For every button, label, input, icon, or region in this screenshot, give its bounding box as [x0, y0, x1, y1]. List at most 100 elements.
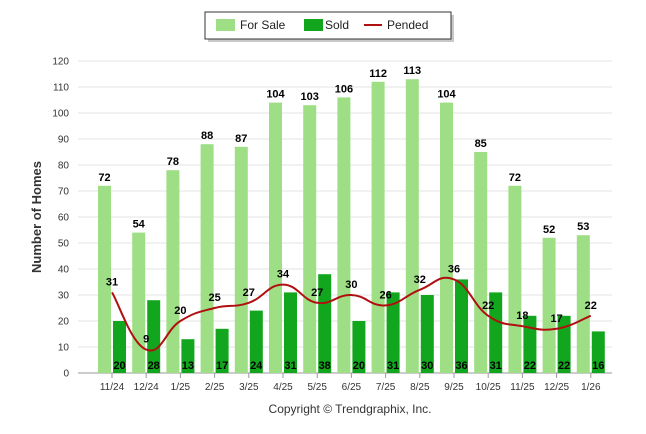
label-pended: 20: [174, 305, 186, 317]
bar-sold: [318, 274, 332, 373]
y-tick-label: 10: [58, 343, 70, 354]
bar-for-sale: [542, 237, 556, 373]
label-for-sale: 72: [98, 172, 110, 184]
y-tick-label: 30: [58, 291, 70, 302]
label-sold: 28: [148, 360, 160, 372]
bar-for-sale: [508, 185, 522, 373]
label-for-sale: 52: [543, 224, 555, 236]
label-pended: 27: [311, 287, 323, 299]
label-pended: 18: [516, 310, 528, 322]
y-tick-label: 80: [58, 161, 70, 172]
y-tick-label: 50: [58, 239, 70, 250]
y-tick-label: 90: [58, 135, 70, 146]
label-pended: 17: [550, 313, 562, 325]
bar-sold: [284, 292, 297, 373]
bar-for-sale: [440, 102, 453, 373]
bar-for-sale: [405, 79, 419, 373]
label-for-sale: 53: [577, 221, 589, 233]
bar-for-sale: [132, 232, 146, 373]
x-tick-label: 6/25: [342, 382, 362, 393]
x-tick-label: 5/25: [307, 382, 327, 393]
bar-for-sale: [98, 185, 111, 373]
x-tick-label: 10/25: [476, 382, 501, 393]
legend: For Sale Sold Pended: [204, 11, 454, 42]
pended-line: [111, 276, 592, 352]
bar-for-sale: [303, 105, 317, 373]
label-sold: 22: [558, 360, 570, 372]
y-axis-ticks: 0 10 20 30 40 50 60 70 80 90 100 110 120: [52, 57, 69, 380]
y-tick-label: 120: [52, 57, 69, 68]
label-for-sale: 85: [475, 138, 487, 150]
x-tick-label: 7/25: [376, 382, 396, 393]
y-tick-label: 100: [52, 109, 69, 120]
label-sold: 13: [182, 360, 194, 372]
x-tick-label: 1/25: [171, 382, 191, 393]
copyright-credit: Copyright © Trendgraphix, Inc.: [269, 402, 432, 416]
legend-box: [204, 11, 452, 40]
x-tick-label: 2/25: [205, 382, 225, 393]
bar-sold: [420, 295, 434, 373]
y-tick-label: 20: [58, 317, 70, 328]
label-pended: 25: [208, 292, 220, 304]
bar-sold: [591, 331, 605, 373]
bar-for-sale: [371, 81, 385, 374]
label-sold: 31: [284, 360, 296, 372]
y-tick-label: 110: [53, 83, 69, 94]
bar-for-sale: [166, 170, 180, 373]
label-for-sale: 54: [133, 219, 146, 231]
legend-label-for-sale: For Sale: [240, 18, 286, 32]
data-labels: 72 20 54 28 78 13 88 17 87 24 104 31 103 38 106 20 112 31…: [98, 65, 604, 372]
x-tick-label: 8/25: [410, 382, 430, 393]
label-for-sale: 112: [369, 68, 387, 80]
legend-swatch-sold: [304, 19, 323, 31]
label-pended: 32: [414, 274, 426, 286]
label-sold: 38: [319, 360, 331, 372]
label-pended: 22: [585, 300, 597, 312]
x-tick-label: 12/24: [134, 382, 159, 393]
bar-for-sale: [200, 144, 214, 373]
label-for-sale: 104: [266, 89, 285, 101]
label-pended: 9: [143, 334, 149, 346]
bar-sold: [215, 328, 229, 373]
bar-sold: [249, 310, 263, 373]
bar-sold: [523, 315, 537, 373]
label-for-sale: 88: [201, 130, 213, 142]
bars: [98, 79, 605, 374]
x-axis-ticks: 11/24 12/24 1/25 2/25 3/25 4/25 5/25 6/25 7/25 8/…: [100, 373, 601, 393]
label-for-sale: 104: [437, 89, 456, 101]
label-pended: 27: [243, 287, 255, 299]
label-sold: 31: [490, 360, 502, 372]
bar-for-sale: [337, 97, 351, 374]
label-for-sale: 113: [403, 65, 421, 77]
x-tick-label: 4/25: [273, 382, 293, 393]
x-tick-label: 3/25: [239, 382, 259, 393]
legend-swatch-for-sale: [216, 19, 235, 31]
label-sold: 16: [592, 360, 604, 372]
bar-sold: [489, 292, 503, 373]
label-pended: 34: [277, 269, 290, 281]
label-pended: 31: [106, 276, 118, 288]
y-axis-title: Number of Homes: [29, 161, 44, 273]
bar-for-sale: [269, 102, 282, 373]
label-sold: 20: [113, 360, 125, 372]
x-tick-label: 11/24: [100, 382, 125, 393]
bar-sold: [352, 321, 366, 373]
label-sold: 30: [421, 360, 433, 372]
bar-for-sale: [234, 146, 248, 373]
label-for-sale: 72: [509, 172, 521, 184]
x-tick-label: 12/25: [544, 382, 569, 393]
y-tick-label: 60: [58, 213, 70, 224]
bar-for-sale: [474, 152, 488, 373]
legend-label-sold: Sold: [325, 18, 349, 32]
x-tick-label: 11/25: [510, 382, 535, 393]
y-tick-label: 70: [58, 187, 70, 198]
label-sold: 20: [353, 360, 365, 372]
bar-sold: [455, 279, 468, 373]
legend-label-pended: Pended: [387, 18, 428, 32]
label-pended: 36: [448, 263, 460, 275]
pended-line-group: [111, 276, 592, 352]
y-tick-label: 40: [58, 265, 70, 276]
bar-sold: [557, 315, 571, 373]
label-for-sale: 103: [301, 91, 319, 103]
